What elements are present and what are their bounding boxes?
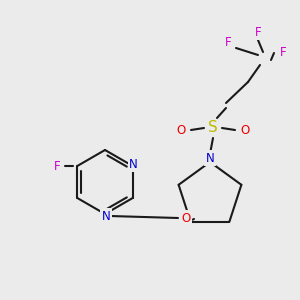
Text: O: O [176, 124, 186, 136]
Text: N: N [102, 209, 110, 223]
Text: F: F [225, 37, 231, 50]
Text: N: N [206, 152, 214, 164]
Text: N: N [129, 158, 138, 170]
Text: S: S [208, 121, 218, 136]
Text: F: F [255, 26, 261, 38]
Text: F: F [280, 46, 286, 59]
Text: O: O [182, 212, 190, 224]
Text: F: F [54, 160, 61, 172]
Text: O: O [240, 124, 250, 136]
